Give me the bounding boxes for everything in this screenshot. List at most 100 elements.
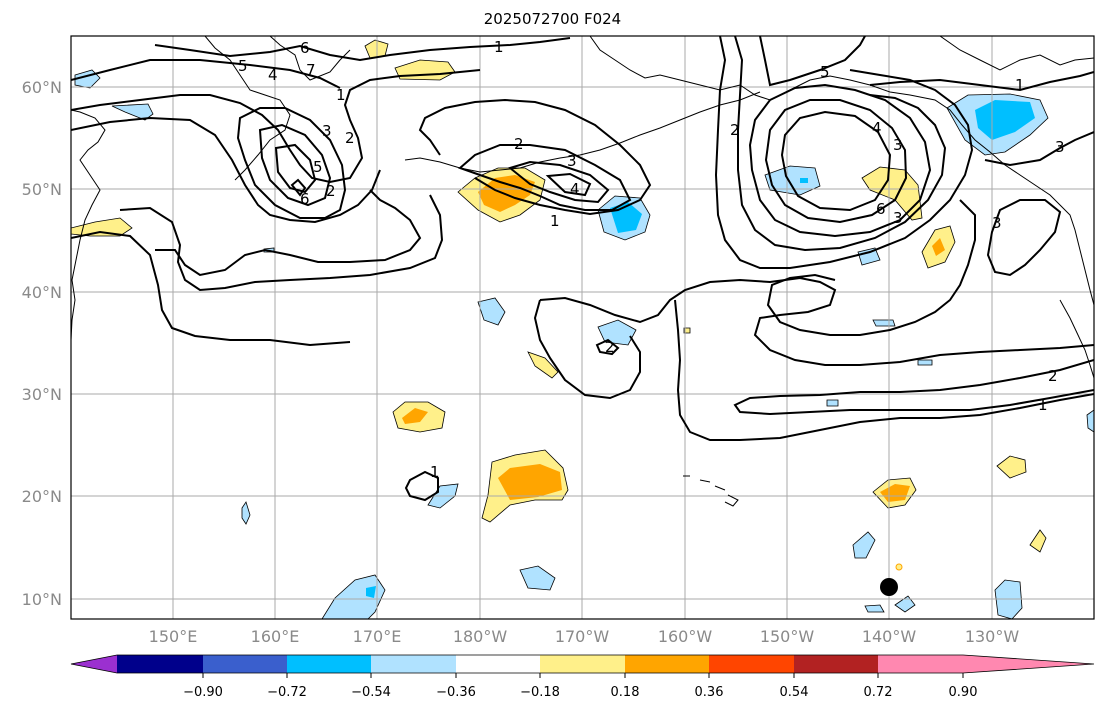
- contour-label: 3: [322, 122, 332, 140]
- contour-label: 1: [430, 463, 440, 481]
- contour-label: 3: [567, 152, 577, 170]
- contours: [71, 36, 1094, 502]
- contour-line: [545, 172, 592, 197]
- shade-region: [1086, 409, 1094, 433]
- contour-line: [236, 107, 347, 219]
- coastline-hawaii: [683, 475, 739, 507]
- contour-label: 1: [550, 212, 560, 230]
- contour-line: [733, 359, 1094, 416]
- contour-label: 3: [1055, 138, 1065, 156]
- contour-label: 1: [494, 38, 504, 56]
- contour-line: [290, 178, 307, 197]
- contour-line: [71, 69, 481, 184]
- coastline-kamchatka: [204, 36, 291, 181]
- contour-line: [764, 99, 908, 224]
- lon-label: 130°W: [965, 627, 1020, 646]
- shade-region: [477, 297, 506, 326]
- contour-line: [595, 338, 620, 356]
- shade-region: [366, 586, 376, 598]
- lat-label: 40°N: [22, 283, 62, 302]
- contour-label: 1: [336, 86, 346, 104]
- contour-line: [984, 131, 1094, 167]
- shade-region: [321, 574, 386, 619]
- colorbar-segment: [117, 655, 203, 673]
- lat-label: 50°N: [22, 180, 62, 199]
- colorbar-segment: [540, 655, 625, 673]
- shade-region: [864, 604, 885, 613]
- lon-label: 150°E: [149, 627, 198, 646]
- shade-region: [852, 531, 876, 559]
- shade-region: [1029, 529, 1047, 553]
- shade-region: [857, 247, 881, 266]
- contour-labels: 6 5 4 7 3 2 5 6 1 2 3 4 1 2 2 5 4 3 6 3 …: [238, 38, 1065, 481]
- shade-region: [71, 217, 133, 237]
- contour-line: [748, 83, 932, 238]
- contour-label: 2: [730, 121, 740, 139]
- colorbar-segment: [709, 655, 794, 673]
- lat-label: 20°N: [22, 487, 62, 506]
- shade-region: [498, 464, 562, 500]
- coastline-canada: [939, 36, 1094, 71]
- colorbar-segment: [203, 655, 287, 673]
- shade-region: [872, 319, 896, 327]
- map-frame: [70, 35, 1095, 620]
- colorbar-tick-label: −0.54: [351, 685, 391, 700]
- shade-region: [800, 178, 808, 183]
- contour-label: 1: [1038, 396, 1048, 414]
- shade-region: [975, 100, 1035, 140]
- shade-region: [111, 103, 154, 121]
- shade-region: [880, 484, 910, 502]
- longitude-labels: 150°E 160°E 170°E 180°W 170°W 160°W 150°…: [149, 627, 1020, 646]
- lon-label: 150°W: [760, 627, 815, 646]
- colorbar-tick-label: 0.54: [780, 685, 809, 700]
- coastline-alaska: [589, 36, 1094, 306]
- contour-line: [533, 299, 641, 400]
- contour-line: [458, 144, 632, 211]
- shade-region: [764, 165, 821, 196]
- colorbar-extend-min: [71, 655, 117, 673]
- colorbar: −0.90 −0.72 −0.54 −0.36 −0.18 0.18 0.36 …: [70, 654, 1095, 700]
- contour-label: 4: [268, 66, 278, 84]
- contour-line: [71, 230, 351, 347]
- contour-label: 2: [514, 135, 524, 153]
- small-marker: [895, 563, 903, 571]
- shade-region: [527, 351, 559, 379]
- lon-label: 140°W: [862, 627, 917, 646]
- contour-label: 2: [345, 129, 355, 147]
- colorbar-tick-label: 0.72: [864, 685, 893, 700]
- contour-label: 5: [313, 158, 323, 176]
- contour-line: [119, 194, 444, 292]
- shade-region: [932, 238, 945, 256]
- contour-line: [539, 276, 1094, 366]
- contour-line: [71, 116, 381, 224]
- contour-label: 5: [820, 63, 830, 81]
- contour-label: 5: [238, 57, 248, 75]
- coastline-baja: [1059, 299, 1094, 379]
- lon-label: 180°W: [453, 627, 508, 646]
- colorbar-tick-label: −0.36: [436, 685, 476, 700]
- contour-label: 4: [872, 119, 882, 137]
- lon-label: 170°E: [353, 627, 402, 646]
- colorbar-tick-label: −0.72: [267, 685, 307, 700]
- shade-region: [826, 399, 839, 407]
- contour-line: [274, 143, 317, 194]
- colorbar-tick-label: 0.90: [949, 685, 978, 700]
- map-title: 2025072700 F024: [483, 10, 622, 28]
- lat-label: 60°N: [22, 78, 62, 97]
- coastline-asia: [71, 109, 106, 341]
- contour-label: 1: [1015, 76, 1025, 94]
- colorbar-tick-label: 0.36: [695, 685, 724, 700]
- contour-label: 2: [326, 182, 336, 200]
- colorbar-ticks: [202, 673, 964, 678]
- contour-line: [734, 36, 947, 252]
- contour-label: 3: [893, 136, 903, 154]
- lon-label: 160°E: [251, 627, 300, 646]
- contour-line: [71, 59, 341, 89]
- colorbar-segment: [456, 655, 540, 673]
- colorbar-tick-label: 0.18: [611, 685, 640, 700]
- contour-line: [155, 189, 422, 277]
- contour-line: [714, 36, 974, 269]
- shade-region: [478, 175, 535, 212]
- contour-label: 2: [1048, 367, 1058, 385]
